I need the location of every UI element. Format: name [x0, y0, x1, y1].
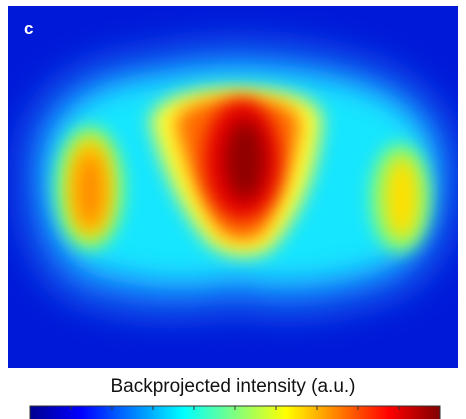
heatmap-image	[8, 6, 458, 368]
figure-panel: c Backprojected intensity (a.u.)	[0, 0, 466, 419]
colorbar-label: Backprojected intensity (a.u.)	[110, 376, 355, 397]
panel-label: c	[24, 19, 33, 38]
